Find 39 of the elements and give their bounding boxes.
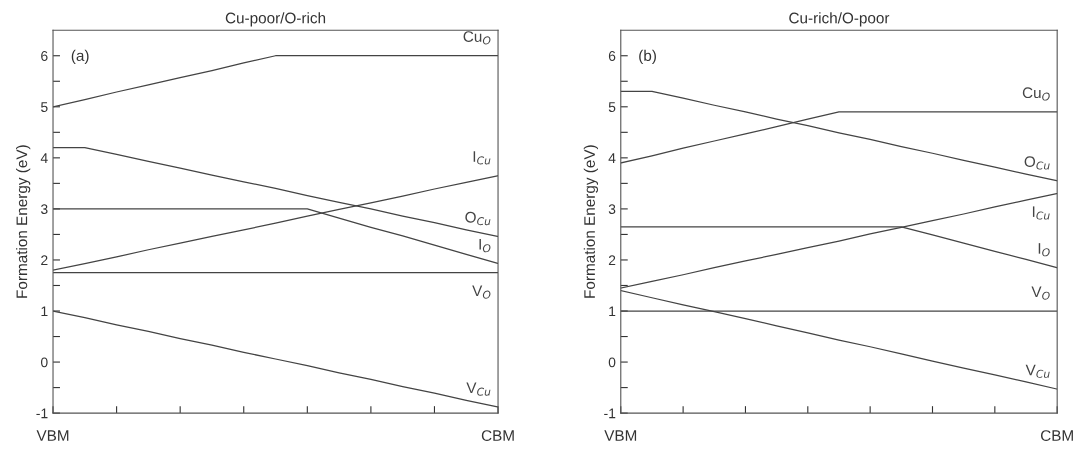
- y-tick-label: 5: [40, 102, 48, 112]
- y-tick-label: 4: [40, 153, 48, 163]
- x-tick-label: CBM: [481, 430, 514, 441]
- series-label: V$_{Cu}$: [1025, 364, 1050, 378]
- y-tick-label: -1: [36, 408, 48, 419]
- series-label: O$_{Cu}$: [1024, 156, 1050, 170]
- annotation: (b): [639, 49, 656, 65]
- series-label: Cu$_{O}$: [463, 31, 491, 45]
- y-tick-label: 1: [609, 306, 616, 317]
- series-label: I$_{O}$: [1038, 243, 1050, 257]
- y-tick-label: 6: [41, 51, 48, 61]
- series-label: Cu$_{O}$: [1022, 87, 1050, 101]
- series-label: V$_{Cu}$: [466, 382, 491, 396]
- series-label: I$_{Cu}$: [473, 151, 491, 165]
- y-tick-label: 3: [40, 204, 48, 215]
- y-tick-label: 0: [40, 357, 48, 368]
- y-tick-label: 6: [608, 51, 616, 61]
- series-label: I$_{Cu}$: [1032, 206, 1050, 220]
- x-tick-label: VBM: [604, 430, 637, 441]
- series-label: V$_{O}$: [472, 285, 491, 299]
- x-tick-label: VBM: [36, 430, 69, 441]
- y-tick-label: 2: [41, 255, 48, 265]
- annotation: (a): [71, 49, 89, 65]
- y-tick-label: 5: [608, 102, 616, 112]
- y-tick-label: 2: [608, 255, 616, 265]
- y-tick-label: 4: [608, 153, 616, 163]
- y-tick-label: 3: [608, 204, 616, 215]
- series-label: I$_{O}$: [479, 239, 491, 253]
- y-axis-title: Formation Energy (eV): [16, 145, 31, 298]
- chart-title: Cu-rich/O-poor: [789, 12, 890, 27]
- series-label: V$_{O}$: [1031, 286, 1050, 300]
- y-tick-label: -1: [604, 408, 616, 419]
- line-series: [53, 310, 499, 408]
- y-axis-title: Formation Energy (eV): [583, 145, 599, 298]
- chart-title: Cu-poor/O-rich: [225, 12, 326, 27]
- y-tick-label: 0: [608, 357, 616, 368]
- x-tick-label: CBM: [1040, 430, 1073, 441]
- y-tick-label: 1: [41, 306, 48, 317]
- series-label: O$_{Cu}$: [465, 211, 491, 226]
